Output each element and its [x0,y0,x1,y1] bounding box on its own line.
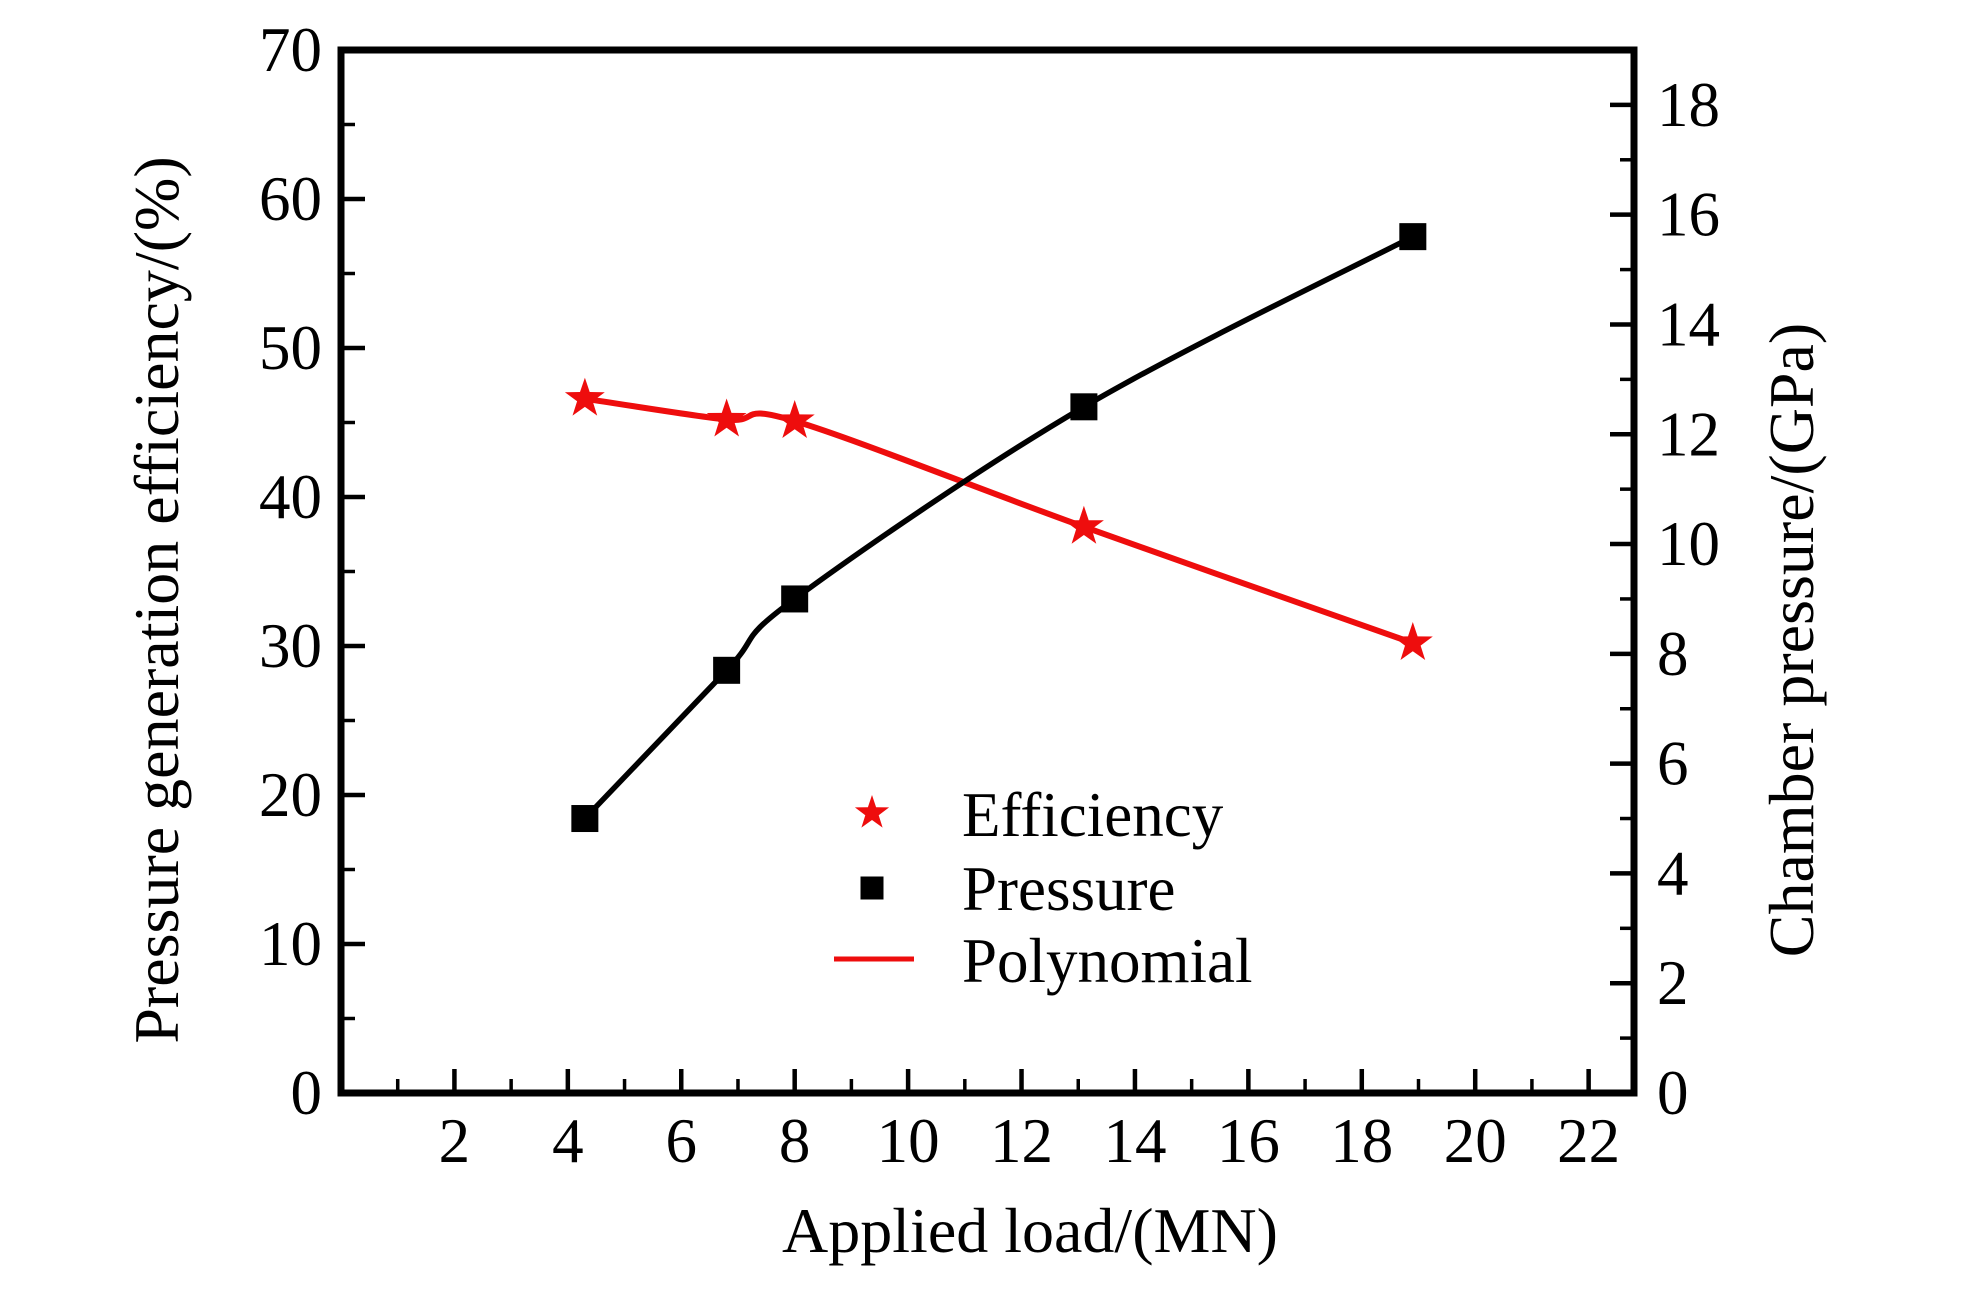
pressure-square-marker [571,805,599,833]
y-right-axis-title: Chamber pressure/(GPa) [1756,323,1827,957]
y-left-tick-label: 0 [291,1058,323,1128]
y-left-tick-label: 60 [259,164,322,234]
y-right-tick-label: 10 [1657,509,1720,579]
y-left-tick-label: 50 [259,313,322,383]
pressure-square-marker [781,585,809,613]
y-left-tick-label: 20 [259,760,322,830]
legend-label-pressure: Pressure [962,854,1175,924]
efficiency-star-marker [706,398,747,437]
pressure-square-marker [1070,393,1098,421]
chart-generated-layer: 2 4 6 8 10 12 14 16 18 20 22 0 10 20 30 40 50 60 70 0 2 4 6 8 10… [259,15,1720,1176]
y-left-axis-title: Pressure generation efficiency/(%) [121,156,192,1043]
efficiency-series-line [581,395,1416,647]
y-right-tick-label: 6 [1657,729,1689,799]
y-right-tick-label: 4 [1657,838,1689,908]
x-axis-title: Applied load/(MN) [782,1195,1278,1266]
efficiency-star-marker [774,400,815,438]
y-right-tick-label: 16 [1657,180,1720,250]
efficiency-star-marker [564,377,605,416]
x-tick-label: 2 [439,1106,471,1176]
efficiency-star-marker [1392,622,1433,660]
y-left-tick-label: 70 [259,15,322,85]
x-tick-label: 14 [1103,1106,1166,1176]
efficiency-star-marker [1063,505,1104,544]
legend-square-marker [860,876,884,900]
legend-star-marker [854,795,890,828]
y-right-tick-label: 12 [1657,399,1720,469]
x-tick-label: 8 [779,1106,811,1176]
x-tick-label: 10 [877,1106,940,1176]
pressure-square-marker [1399,223,1427,251]
y-right-tick-label: 2 [1657,948,1689,1018]
y-right-tick-label: 18 [1657,70,1720,140]
x-tick-label: 22 [1557,1106,1620,1176]
y-left-tick-label: 10 [259,909,322,979]
pressure-square-marker [713,656,741,684]
y-right-tick-label: 14 [1657,289,1720,359]
x-tick-label: 4 [552,1106,584,1176]
x-tick-label: 16 [1217,1106,1280,1176]
legend-label-polynomial: Polynomial [962,926,1253,996]
x-tick-label: 6 [666,1106,698,1176]
x-tick-label: 18 [1330,1106,1393,1176]
x-tick-label: 12 [990,1106,1053,1176]
y-right-tick-label: 8 [1657,619,1689,689]
legend-label-efficiency: Efficiency [962,780,1224,850]
pressure-series-line [582,233,1416,822]
y-left-tick-label: 30 [259,611,322,681]
y-left-tick-label: 40 [259,462,322,532]
y-right-tick-label: 0 [1657,1058,1689,1128]
x-tick-label: 20 [1444,1106,1507,1176]
